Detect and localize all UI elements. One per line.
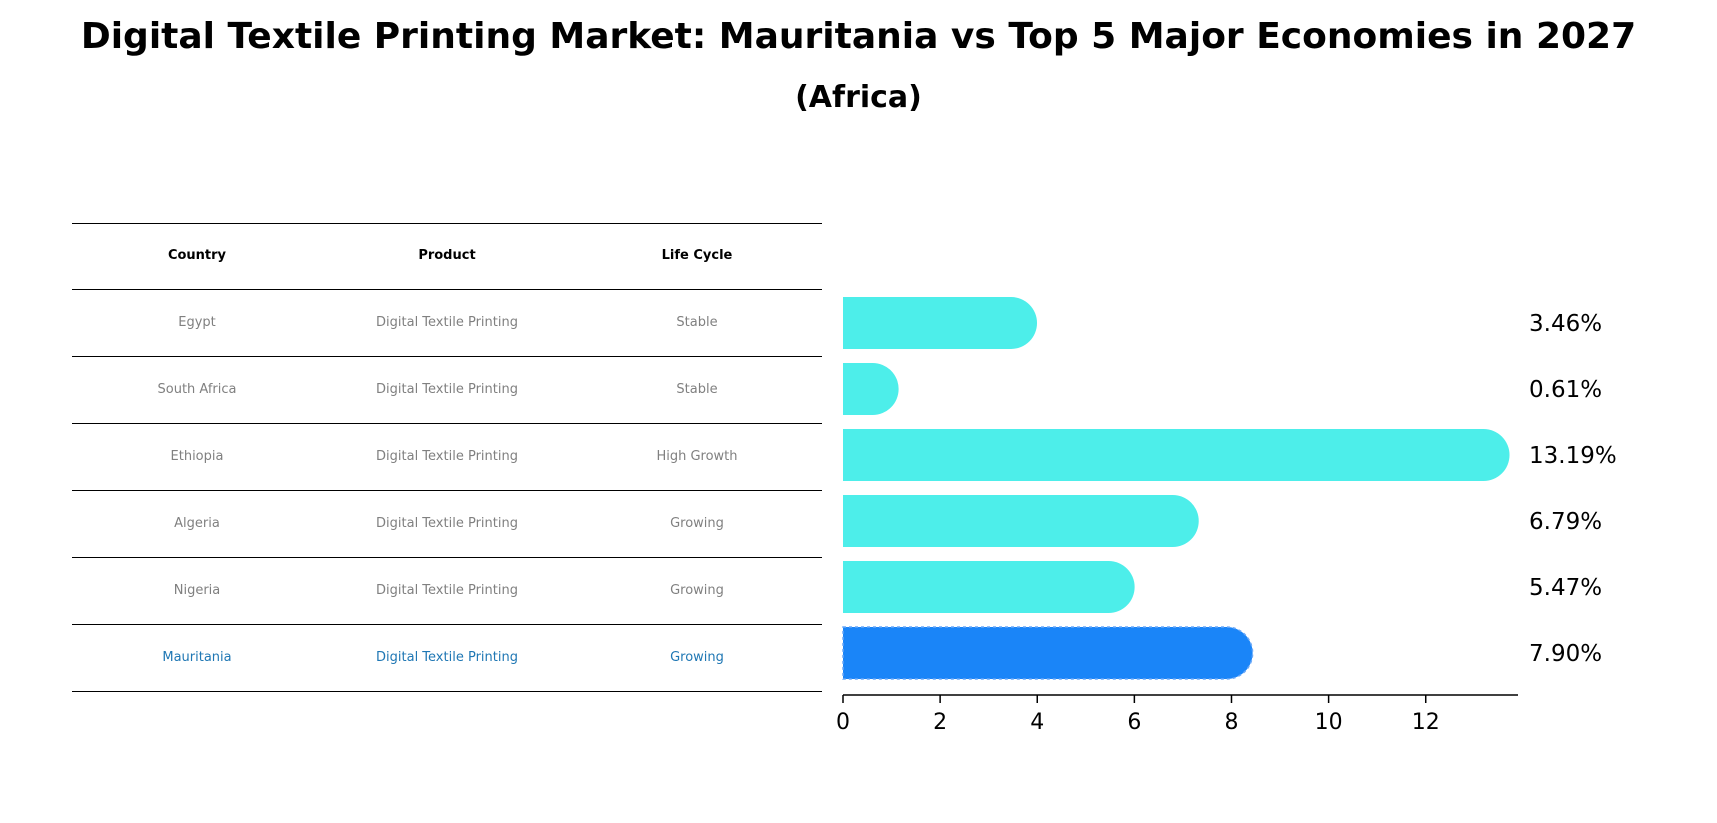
- data-label: 3.46%: [1529, 311, 1602, 337]
- cell-product: Digital Textile Printing: [376, 315, 518, 330]
- table-row: Algeria Digital Textile Printing Growing: [72, 491, 822, 557]
- x-tick-label: 0: [836, 710, 850, 735]
- table-rule: [72, 624, 822, 625]
- data-label: 0.61%: [1529, 377, 1602, 403]
- x-tick-label: 2: [933, 710, 947, 735]
- bar-nigeria: [843, 561, 1135, 613]
- cell-product: Digital Textile Printing: [376, 650, 518, 665]
- x-tick-label: 4: [1030, 710, 1044, 735]
- table-header-row: Country Product Life Cycle: [72, 223, 822, 289]
- cell-country: Ethiopia: [170, 449, 224, 464]
- chart-title: Digital Textile Printing Market: Maurita…: [80, 16, 1637, 57]
- table-rule: [72, 490, 822, 491]
- cell-life-cycle: Stable: [676, 382, 718, 397]
- header-product: Product: [418, 248, 476, 263]
- table-rule: [72, 356, 822, 357]
- cell-life-cycle: Growing: [670, 516, 724, 531]
- cell-country: Nigeria: [173, 583, 221, 598]
- x-tick-label: 10: [1315, 710, 1343, 735]
- bar-algeria: [843, 495, 1199, 547]
- cell-country: South Africa: [157, 382, 237, 397]
- cell-product: Digital Textile Printing: [376, 449, 518, 464]
- bar-egypt: [843, 297, 1038, 349]
- table-row: Egypt Digital Textile Printing Stable: [72, 290, 822, 356]
- data-label: 5.47%: [1529, 575, 1602, 601]
- cell-product: Digital Textile Printing: [376, 516, 518, 531]
- bar-mauritania: [842, 626, 1254, 680]
- cell-country: Mauritania: [162, 650, 232, 665]
- table-row: South Africa Digital Textile Printing St…: [72, 357, 822, 423]
- table-rule: [72, 691, 822, 692]
- data-label: 7.90%: [1529, 641, 1602, 667]
- header-life-cycle: Life Cycle: [661, 248, 733, 263]
- cell-life-cycle: High Growth: [656, 449, 738, 464]
- table-rule: [72, 289, 822, 290]
- cell-product: Digital Textile Printing: [376, 583, 518, 598]
- x-tick-label: 12: [1412, 710, 1440, 735]
- cell-life-cycle: Growing: [670, 583, 724, 598]
- chart-subtitle: (Africa): [795, 80, 922, 115]
- table-rule: [72, 223, 822, 224]
- cell-product: Digital Textile Printing: [376, 382, 518, 397]
- header-country: Country: [167, 248, 227, 263]
- bar-ethiopia: [843, 429, 1510, 481]
- table-row: Ethiopia Digital Textile Printing High G…: [72, 424, 822, 490]
- table-rule: [72, 423, 822, 424]
- cell-life-cycle: Growing: [670, 650, 724, 665]
- cell-country: Algeria: [174, 516, 220, 531]
- bar-south-africa: [843, 363, 899, 415]
- table-row-highlight: Mauritania Digital Textile Printing Grow…: [72, 625, 822, 691]
- x-tick-label: 6: [1127, 710, 1141, 735]
- table-rule: [72, 557, 822, 558]
- table-row: Nigeria Digital Textile Printing Growing: [72, 558, 822, 624]
- cell-country: Egypt: [178, 315, 216, 330]
- data-label: 13.19%: [1529, 443, 1617, 469]
- data-label: 6.79%: [1529, 509, 1602, 535]
- cell-life-cycle: Stable: [676, 315, 718, 330]
- x-tick-label: 8: [1224, 710, 1238, 735]
